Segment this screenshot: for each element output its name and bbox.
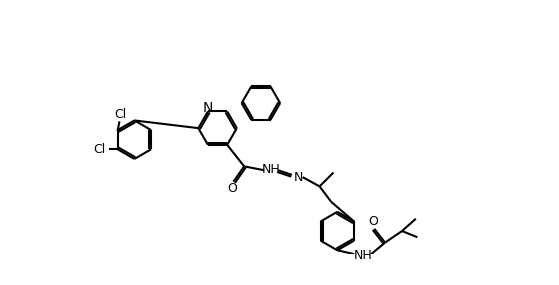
Text: N: N [203, 101, 213, 115]
Text: Cl: Cl [93, 143, 106, 156]
Text: O: O [228, 182, 238, 195]
Text: NH: NH [262, 163, 281, 176]
Text: O: O [368, 215, 378, 228]
Text: N: N [294, 171, 304, 184]
Text: NH: NH [354, 249, 373, 262]
Text: Cl: Cl [115, 108, 127, 121]
